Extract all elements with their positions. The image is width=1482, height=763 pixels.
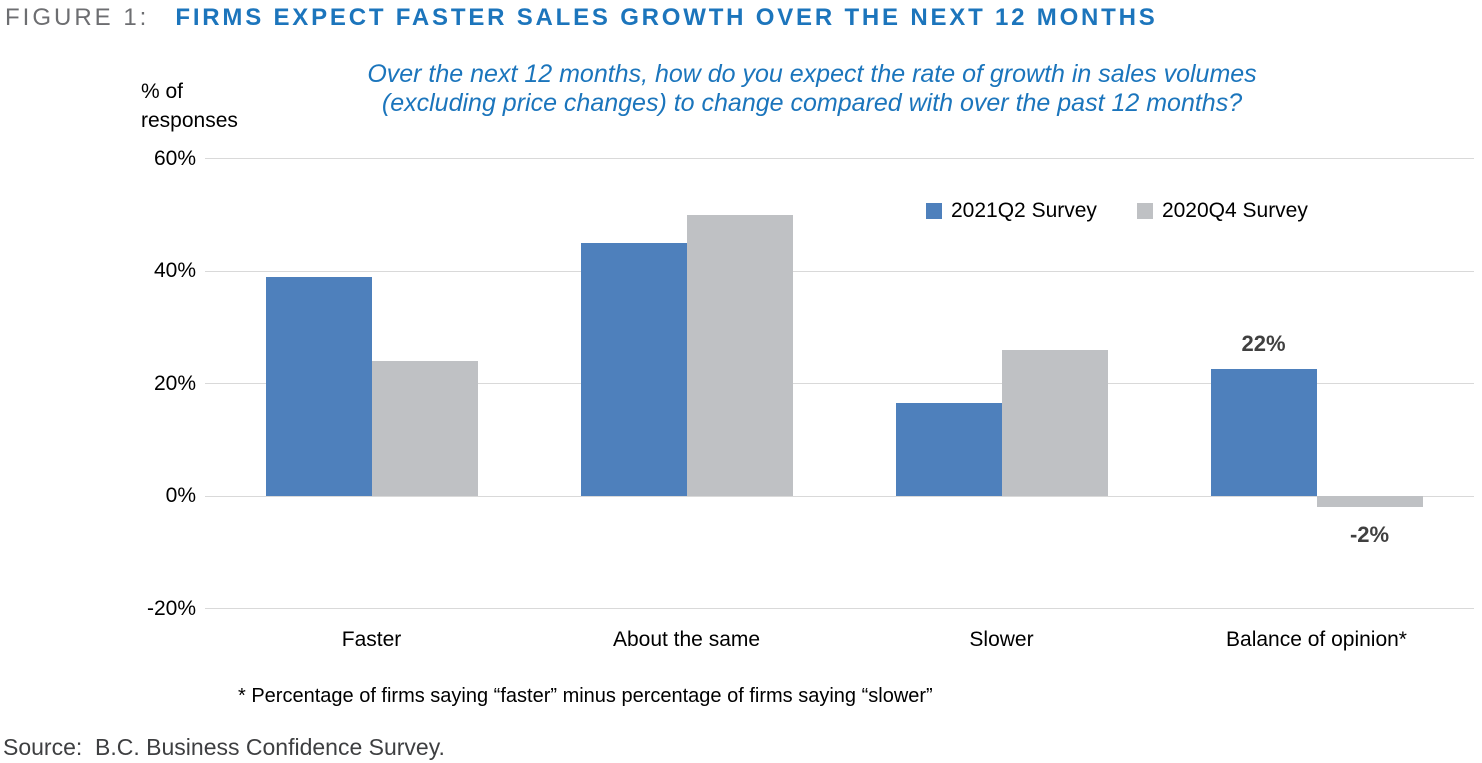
legend-swatch-2020q4-survey [1136,203,1153,219]
bar-2021q2-survey-faster [265,276,372,496]
subtitle-line2: (excluding price changes) to change comp… [381,89,1243,117]
category-label-faster: Faster [341,628,402,651]
bar-value-label-22: 22% [1241,331,1286,357]
source-line: Source: B.C. Business Confidence Survey. [3,734,445,760]
y-axis-label-line2: responses [141,109,238,132]
category-label-about-the-same: About the same [612,628,761,651]
gridline-40 [205,270,1474,272]
category-label-balance-of-opinion: Balance of opinion* [1226,628,1407,651]
bar-2021q2-survey-about-the-same [580,242,687,496]
bar-2020q4-survey-slower [1001,349,1108,496]
legend-item-2021q2-survey: 2021Q2 Survey [926,199,1097,223]
gridline-60 [205,158,1474,159]
legend-label-2020q4-survey: 2020Q4 Survey [1161,199,1308,222]
legend-swatch-2021q2-survey [926,203,942,219]
legend-label-2021q2-survey: 2021Q2 Survey [951,199,1097,222]
y-axis-label: % of responses [141,77,238,135]
y-axis-tick-0: 0% [165,484,196,507]
chart-legend: 2021Q2 Survey 2020Q4 Survey [926,199,1308,223]
y-axis-tick-20: 20% [153,371,196,395]
bar-2020q4-survey-balance-of-opinion [1316,496,1423,508]
y-axis-tick-60: 60% [153,146,196,170]
subtitle-line1: Over the next 12 months, how do you expe… [367,60,1257,88]
gridline-20 [205,383,1474,384]
y-axis-tick-40: 40% [153,259,196,282]
chart-question-subtitle: Over the next 12 months, how do you expe… [287,60,1337,118]
y-axis-label-line1: % of [141,80,184,103]
figure-number-label: FIGURE 1: [5,4,150,31]
bar-2020q4-survey-about-the-same [686,214,793,496]
gridline--20 [205,608,1474,609]
bar-value-label-2: -2% [1349,522,1390,548]
legend-item-2020q4-survey: 2020Q4 Survey [1136,199,1308,223]
gridline-0 [205,495,1474,497]
figure-heading: FIRMS EXPECT FASTER SALES GROWTH OVER TH… [175,4,1158,31]
bar-2020q4-survey-faster [371,361,478,496]
bar-2021q2-survey-balance-of-opinion [1210,369,1317,496]
figure-title: FIGURE 1: FIRMS EXPECT FASTER SALES GROWT… [5,4,1158,32]
y-axis-tick--20: -20% [146,596,196,620]
chart-footnote: * Percentage of firms saying “faster” mi… [238,685,933,707]
bar-2021q2-survey-slower [895,403,1002,496]
category-label-slower: Slower [969,628,1034,651]
